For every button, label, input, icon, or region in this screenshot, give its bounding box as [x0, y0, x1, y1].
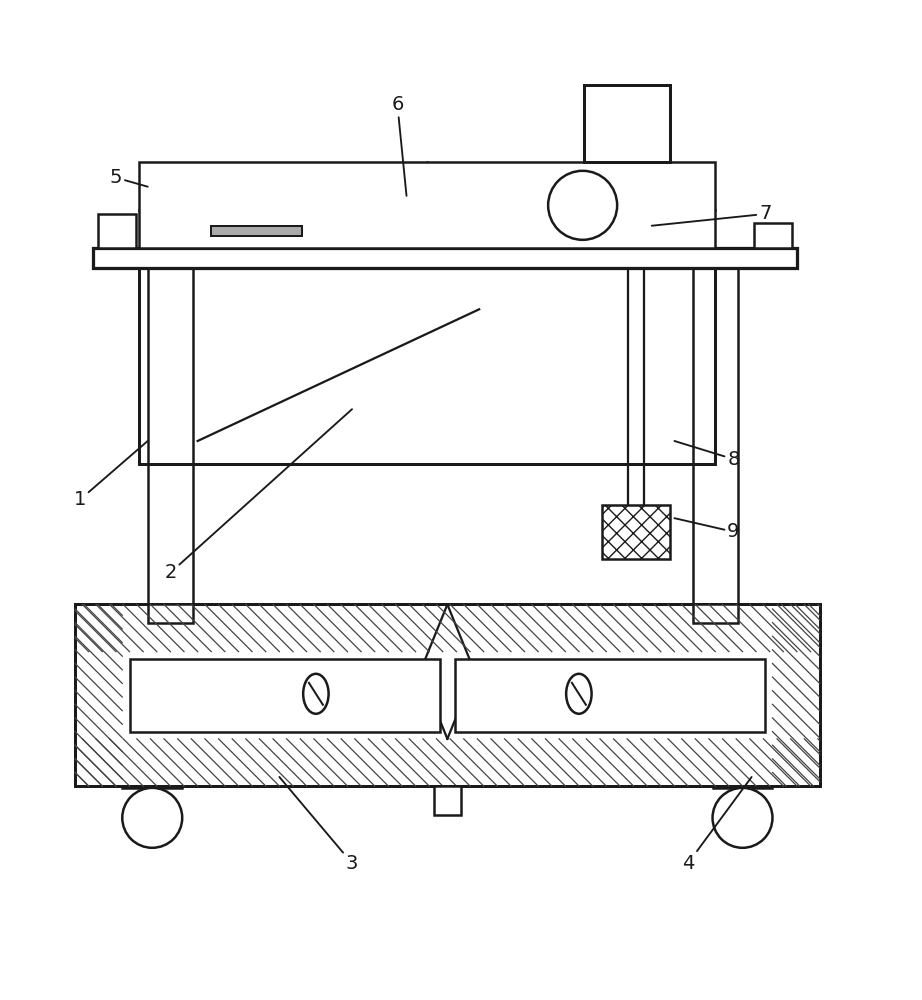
- Circle shape: [713, 788, 773, 848]
- Text: 7: 7: [652, 204, 772, 226]
- Bar: [93, 248, 797, 268]
- Bar: [98, 214, 136, 248]
- Bar: [584, 85, 670, 162]
- Text: 4: 4: [682, 777, 751, 873]
- Ellipse shape: [566, 674, 592, 714]
- Bar: [455, 659, 765, 732]
- Bar: [211, 226, 302, 236]
- Bar: [148, 604, 193, 623]
- Bar: [692, 604, 738, 623]
- Text: 8: 8: [674, 441, 739, 469]
- Text: 9: 9: [674, 518, 739, 541]
- Circle shape: [123, 788, 183, 848]
- Text: 1: 1: [74, 441, 148, 509]
- Ellipse shape: [303, 674, 328, 714]
- Bar: [138, 268, 715, 464]
- Circle shape: [549, 171, 617, 240]
- Bar: [129, 659, 440, 732]
- Bar: [754, 223, 793, 248]
- Text: 5: 5: [110, 168, 148, 187]
- Bar: [138, 162, 715, 248]
- Bar: [602, 505, 670, 559]
- Text: 2: 2: [164, 409, 352, 582]
- Text: 3: 3: [279, 777, 359, 873]
- Bar: [433, 786, 461, 815]
- Bar: [75, 604, 820, 786]
- Text: 6: 6: [391, 95, 407, 196]
